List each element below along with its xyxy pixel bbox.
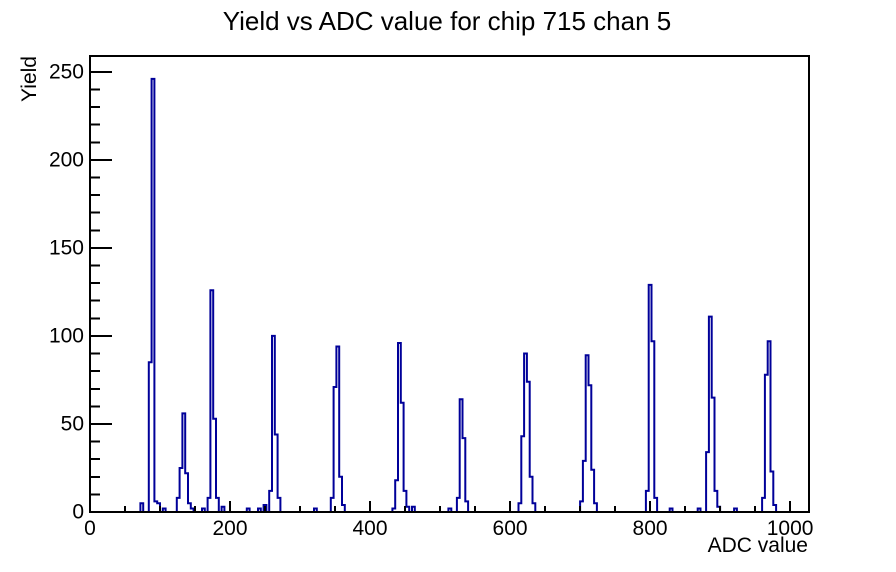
y-tick-label: 100 [49, 324, 84, 347]
x-tick-label: 800 [633, 517, 668, 540]
y-tick-label: 50 [61, 412, 84, 435]
x-axis-title: ADC value [708, 534, 808, 557]
plot-frame [89, 55, 810, 513]
histogram-path [139, 77, 778, 511]
axes [89, 55, 810, 513]
histogram-series [139, 77, 778, 511]
x-tick-label: 600 [493, 517, 528, 540]
x-tick-label: 0 [84, 517, 96, 540]
x-tick-label: 1000 [767, 517, 814, 540]
y-tick-label: 200 [49, 148, 84, 171]
chart-title: Yield vs ADC value for chip 715 chan 5 [223, 6, 672, 36]
y-tick-label: 250 [49, 60, 84, 83]
x-tick-label: 200 [212, 517, 247, 540]
y-tick-label: 150 [49, 236, 84, 259]
x-tick-label: 400 [353, 517, 388, 540]
axis-tick-labels: 0 200 400 600 800 1000 0 50 100 150 200 250 [49, 60, 814, 540]
y-tick-label: 0 [72, 501, 84, 524]
y-axis-title: Yield [18, 56, 41, 102]
